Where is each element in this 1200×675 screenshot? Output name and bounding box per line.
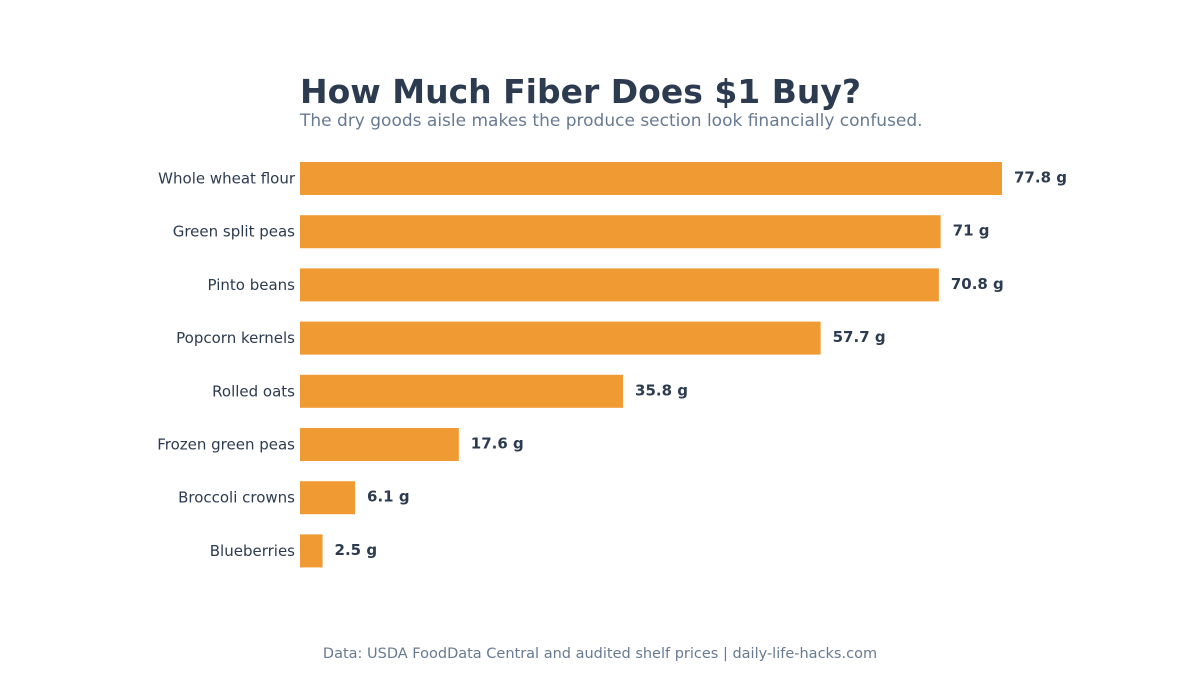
- value-label: 70.8 g: [951, 275, 1004, 293]
- value-label: 2.5 g: [335, 541, 378, 559]
- bar: [300, 162, 1002, 195]
- category-label: Popcorn kernels: [176, 329, 295, 347]
- value-label: 77.8 g: [1014, 169, 1067, 187]
- category-label: Green split peas: [173, 223, 295, 241]
- category-label: Frozen green peas: [157, 436, 295, 454]
- bar: [300, 374, 624, 408]
- value-label: 17.6 g: [471, 435, 524, 453]
- bar: [300, 534, 323, 568]
- bar: [300, 428, 459, 461]
- value-label: 71 g: [953, 222, 990, 240]
- chart-title: How Much Fiber Does $1 Buy?: [300, 72, 861, 111]
- value-label: 6.1 g: [367, 488, 410, 506]
- bars-group: Whole wheat flour 77.8 g Green split peas 7…: [157, 162, 1067, 568]
- chart-subtitle: The dry goods aisle makes the produce se…: [299, 111, 923, 131]
- data-source-footer: Data: USDA FoodData Central and audited …: [323, 646, 877, 662]
- category-label: Blueberries: [210, 542, 295, 560]
- category-label: Rolled oats: [212, 382, 295, 400]
- category-label: Broccoli crowns: [178, 489, 295, 507]
- bar: [300, 481, 356, 515]
- value-label: 35.8 g: [635, 381, 688, 399]
- bar: [300, 268, 939, 302]
- value-label: 57.7 g: [833, 328, 886, 346]
- bar: [300, 215, 941, 249]
- category-label: Pinto beans: [208, 276, 296, 294]
- bar: [300, 321, 821, 355]
- category-label: Whole wheat flour: [158, 170, 296, 188]
